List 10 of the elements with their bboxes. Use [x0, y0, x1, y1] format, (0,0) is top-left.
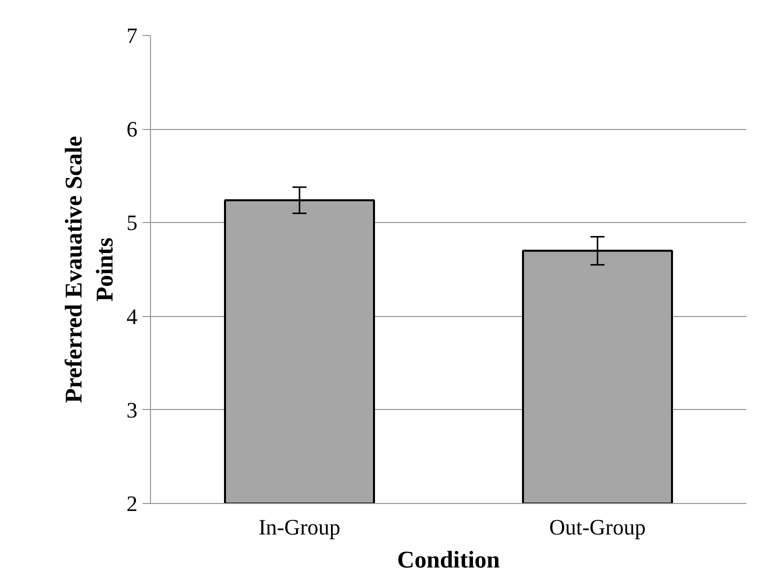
x-tick-label: In-Group: [258, 514, 340, 540]
y-tick-label: 7: [126, 23, 138, 48]
x-axis-title: Condition: [397, 548, 500, 574]
y-tick-label: 5: [126, 210, 138, 236]
y-tick-label: 4: [126, 304, 138, 329]
y-tick-label: 2: [126, 491, 138, 516]
y-tick-label: 3: [126, 397, 138, 422]
y-axis-title: Preferred Evauative Scale Points: [61, 136, 118, 404]
y-tick-label: 6: [126, 116, 138, 142]
x-tick-label: Out-Group: [549, 514, 646, 540]
